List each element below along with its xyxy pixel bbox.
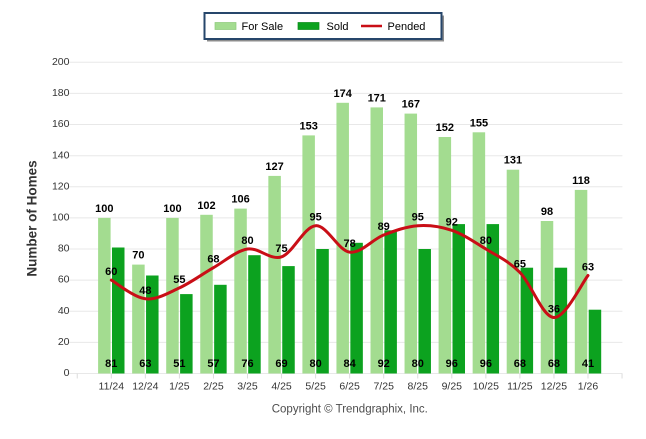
svg-text:98: 98 xyxy=(541,206,553,218)
svg-text:160: 160 xyxy=(52,118,70,130)
svg-text:5/25: 5/25 xyxy=(305,381,326,393)
svg-text:80: 80 xyxy=(241,235,253,247)
svg-text:68: 68 xyxy=(514,358,526,370)
svg-text:68: 68 xyxy=(207,254,219,266)
svg-text:40: 40 xyxy=(58,305,70,317)
svg-text:For Sale: For Sale xyxy=(242,21,284,33)
svg-text:80: 80 xyxy=(309,358,321,370)
svg-text:4/25: 4/25 xyxy=(271,381,292,393)
svg-text:100: 100 xyxy=(95,203,113,215)
svg-text:81: 81 xyxy=(105,358,117,370)
svg-text:68: 68 xyxy=(548,358,560,370)
svg-text:Pended: Pended xyxy=(388,21,426,33)
svg-text:131: 131 xyxy=(504,155,522,167)
svg-text:1/26: 1/26 xyxy=(578,381,599,393)
svg-text:11/24: 11/24 xyxy=(99,381,125,393)
svg-text:12/25: 12/25 xyxy=(541,381,567,393)
svg-text:180: 180 xyxy=(52,87,70,99)
svg-text:76: 76 xyxy=(241,358,253,370)
svg-text:80: 80 xyxy=(412,358,424,370)
svg-text:69: 69 xyxy=(275,358,287,370)
svg-text:171: 171 xyxy=(368,92,386,104)
svg-text:Number of Homes: Number of Homes xyxy=(25,160,40,276)
svg-text:92: 92 xyxy=(446,216,458,228)
svg-text:96: 96 xyxy=(480,358,492,370)
svg-text:80: 80 xyxy=(58,243,70,255)
svg-text:174: 174 xyxy=(334,88,353,100)
svg-text:51: 51 xyxy=(173,358,185,370)
svg-text:100: 100 xyxy=(52,212,70,224)
svg-text:12/24: 12/24 xyxy=(132,381,158,393)
svg-text:57: 57 xyxy=(207,358,219,370)
svg-text:2/25: 2/25 xyxy=(203,381,224,393)
svg-text:65: 65 xyxy=(514,258,526,270)
svg-text:89: 89 xyxy=(378,221,390,233)
svg-text:70: 70 xyxy=(132,250,144,262)
svg-text:60: 60 xyxy=(105,266,117,278)
svg-text:153: 153 xyxy=(299,120,317,132)
svg-text:0: 0 xyxy=(64,367,70,379)
svg-text:7/25: 7/25 xyxy=(373,381,394,393)
svg-text:78: 78 xyxy=(344,238,356,250)
svg-text:80: 80 xyxy=(480,235,492,247)
svg-text:140: 140 xyxy=(52,149,70,161)
svg-text:3/25: 3/25 xyxy=(237,381,258,393)
svg-text:200: 200 xyxy=(52,56,70,68)
svg-text:63: 63 xyxy=(582,262,594,274)
svg-text:8/25: 8/25 xyxy=(408,381,429,393)
svg-text:84: 84 xyxy=(344,358,357,370)
svg-text:60: 60 xyxy=(58,274,70,286)
svg-text:6/25: 6/25 xyxy=(339,381,360,393)
svg-text:95: 95 xyxy=(412,212,424,224)
svg-text:155: 155 xyxy=(470,117,488,129)
svg-text:106: 106 xyxy=(231,194,249,206)
svg-text:100: 100 xyxy=(163,203,181,215)
svg-text:10/25: 10/25 xyxy=(473,381,499,393)
svg-text:102: 102 xyxy=(197,200,215,212)
svg-text:9/25: 9/25 xyxy=(442,381,463,393)
svg-text:Copyright © Trendgraphix, Inc.: Copyright © Trendgraphix, Inc. xyxy=(272,404,428,416)
svg-text:1/25: 1/25 xyxy=(169,381,190,393)
svg-text:36: 36 xyxy=(548,304,560,316)
svg-text:96: 96 xyxy=(446,358,458,370)
svg-text:118: 118 xyxy=(572,175,590,187)
svg-text:63: 63 xyxy=(139,358,151,370)
svg-text:41: 41 xyxy=(582,358,594,370)
svg-text:92: 92 xyxy=(378,358,390,370)
svg-text:75: 75 xyxy=(275,243,287,255)
svg-text:48: 48 xyxy=(139,285,151,297)
svg-text:167: 167 xyxy=(402,99,420,111)
svg-text:152: 152 xyxy=(436,122,454,134)
svg-text:95: 95 xyxy=(309,212,321,224)
svg-text:120: 120 xyxy=(52,180,70,192)
svg-text:55: 55 xyxy=(173,274,185,286)
svg-text:Sold: Sold xyxy=(327,21,349,33)
svg-text:11/25: 11/25 xyxy=(507,381,533,393)
svg-text:127: 127 xyxy=(265,161,283,173)
svg-text:20: 20 xyxy=(58,336,70,348)
